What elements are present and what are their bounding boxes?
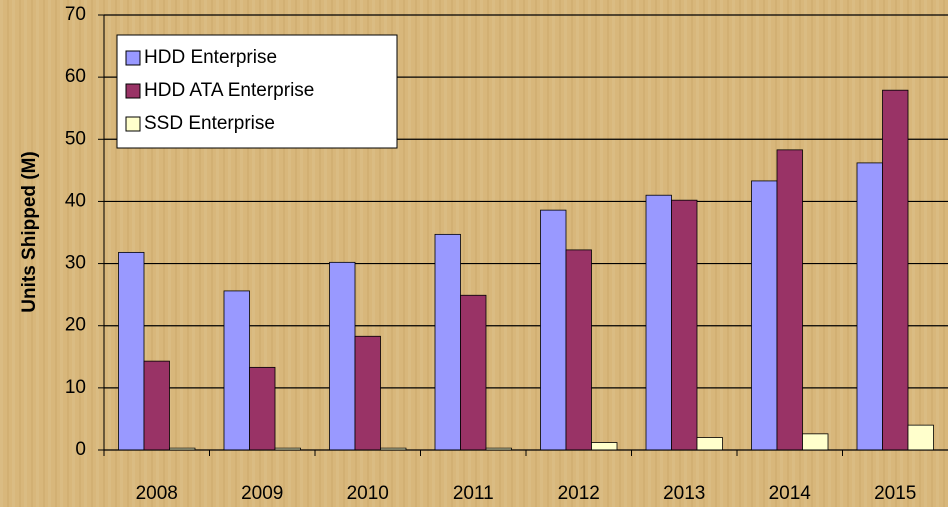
bar bbox=[223, 290, 250, 451]
bar bbox=[565, 249, 592, 451]
x-tick-label: 2010 bbox=[347, 483, 389, 504]
y-tick-label: 40 bbox=[65, 190, 86, 211]
y-tick-label: 0 bbox=[75, 439, 86, 460]
x-tick-label: 2014 bbox=[769, 483, 812, 504]
bar bbox=[434, 233, 461, 451]
bar bbox=[329, 261, 356, 451]
y-tick-label: 60 bbox=[65, 66, 86, 87]
bar bbox=[249, 366, 276, 451]
bar bbox=[776, 149, 803, 451]
y-tick-label: 20 bbox=[65, 315, 86, 336]
legend-label: SSD Enterprise bbox=[144, 113, 275, 134]
bar bbox=[882, 89, 909, 451]
bar bbox=[856, 162, 883, 451]
legend-box bbox=[116, 34, 398, 149]
x-tick-label: 2015 bbox=[874, 483, 916, 504]
x-tick-label: 2013 bbox=[663, 483, 705, 504]
y-tick-label: 30 bbox=[65, 253, 86, 274]
x-tick-label: 2011 bbox=[453, 483, 494, 504]
legend-swatch bbox=[125, 83, 141, 99]
legend-swatch bbox=[125, 50, 141, 66]
legend-label: HDD ATA Enterprise bbox=[144, 80, 314, 101]
bar bbox=[591, 442, 618, 451]
bar bbox=[118, 251, 145, 451]
bar bbox=[696, 437, 723, 451]
bar bbox=[354, 335, 381, 451]
bar bbox=[751, 180, 778, 451]
y-axis-label: Units Shipped (M) bbox=[19, 151, 40, 312]
bar bbox=[907, 424, 934, 451]
y-tick-label: 70 bbox=[65, 4, 86, 25]
bar bbox=[671, 199, 698, 451]
legend-label: HDD Enterprise bbox=[144, 47, 277, 68]
y-tick-label: 50 bbox=[65, 128, 86, 149]
bar bbox=[540, 209, 567, 451]
bar bbox=[802, 433, 829, 451]
bar bbox=[460, 294, 487, 451]
x-tick-label: 2008 bbox=[136, 483, 178, 504]
x-tick-label: 2009 bbox=[241, 483, 283, 504]
x-tick-label: 2012 bbox=[558, 483, 600, 504]
y-tick-label: 10 bbox=[65, 377, 86, 398]
bar bbox=[143, 360, 170, 451]
bar bbox=[645, 194, 672, 451]
legend-swatch bbox=[125, 116, 141, 132]
